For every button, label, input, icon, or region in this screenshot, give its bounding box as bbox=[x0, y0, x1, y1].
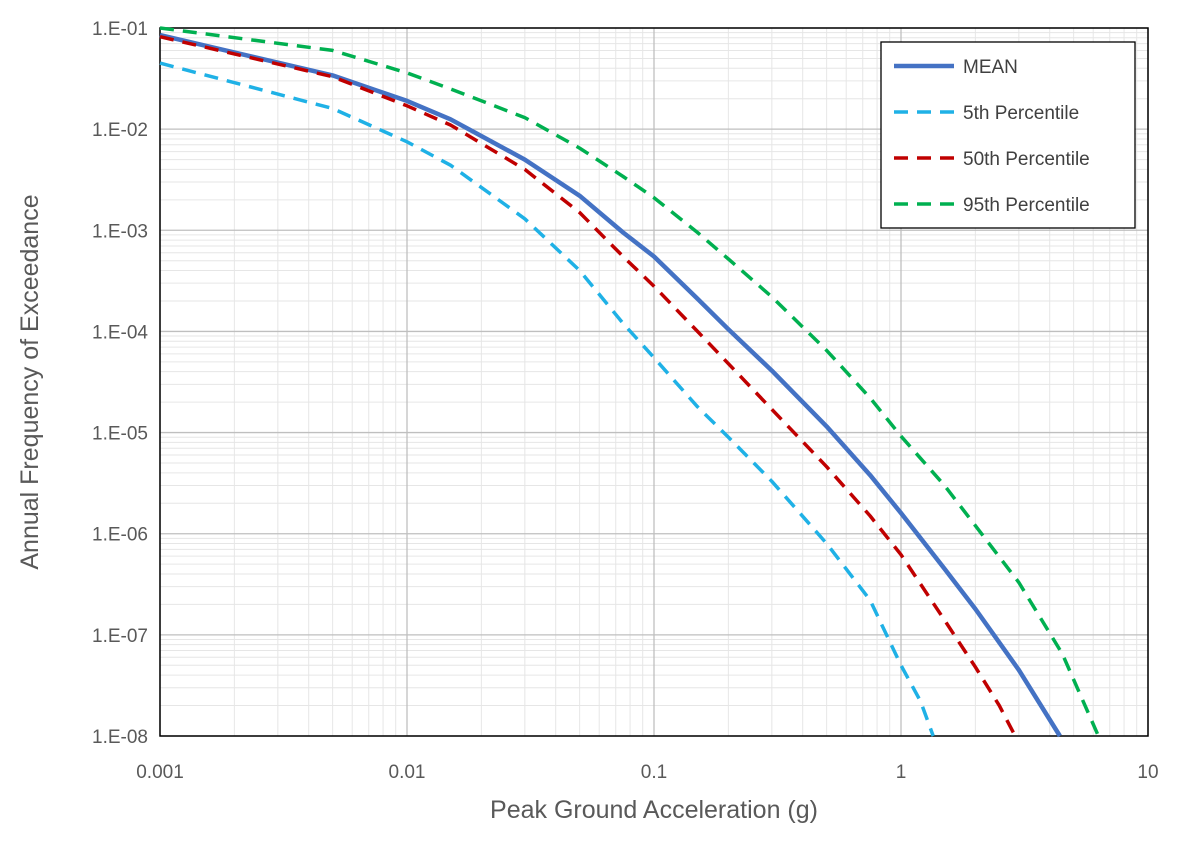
y-tick-label: 1.E-06 bbox=[92, 525, 148, 546]
plot-area-border bbox=[159, 27, 1149, 737]
legend: MEAN 5th Percentile 50th Percentile 95th Pe… bbox=[880, 41, 1136, 229]
y-axis-tick-labels: 1.E-08 1.E-07 1.E-06 1.E-05 1.E-04 1.E-03 1.E-… bbox=[92, 19, 148, 748]
x-tick-label: 10 bbox=[1137, 762, 1158, 783]
series-line-50th-percentile bbox=[159, 34, 1017, 737]
legend-label-5th-percentile: 5th Percentile bbox=[963, 103, 1079, 124]
legend-box bbox=[880, 41, 1136, 229]
x-tick-label: 0.1 bbox=[641, 762, 667, 783]
series-line-5th-percentile bbox=[159, 61, 935, 737]
y-tick-label: 1.E-07 bbox=[92, 626, 148, 647]
y-tick-label: 1.E-04 bbox=[92, 322, 148, 343]
x-tick-label: 0.001 bbox=[136, 762, 184, 783]
x-axis-title: Peak Ground Acceleration (g) bbox=[490, 796, 818, 824]
x-tick-label: 0.01 bbox=[389, 762, 426, 783]
y-tick-label: 1.E-01 bbox=[92, 19, 148, 40]
legend-label-95th-percentile: 95th Percentile bbox=[963, 195, 1090, 216]
y-tick-label: 1.E-03 bbox=[92, 221, 148, 242]
y-axis-title: Annual Frequency of Exceedance bbox=[16, 194, 44, 569]
series-line-mean bbox=[159, 32, 1062, 738]
y-tick-label: 1.E-05 bbox=[92, 424, 148, 445]
y-tick-label: 1.E-02 bbox=[92, 120, 148, 141]
legend-label-50th-percentile: 50th Percentile bbox=[963, 149, 1090, 170]
legend-label-mean: MEAN bbox=[963, 57, 1018, 78]
series-line-95th-percentile bbox=[159, 26, 1101, 737]
x-axis-tick-labels: 0.001 0.01 0.1 1 10 bbox=[136, 762, 1158, 783]
x-tick-label: 1 bbox=[896, 762, 907, 783]
y-tick-label: 1.E-08 bbox=[92, 727, 148, 748]
series-layer bbox=[159, 26, 1101, 738]
